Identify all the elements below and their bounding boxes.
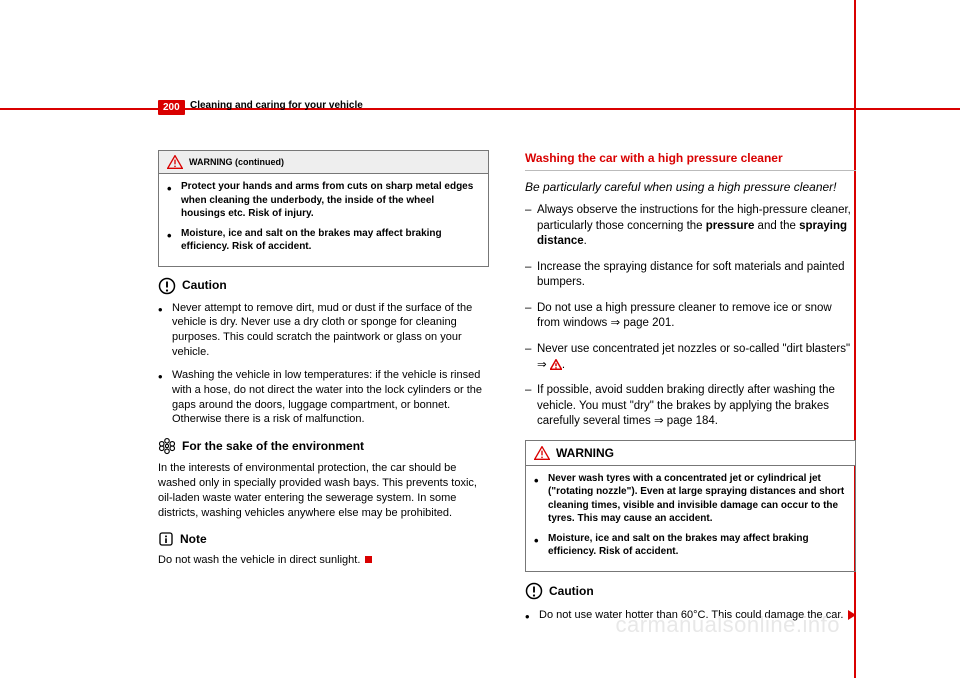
environment-title: For the sake of the environment [182, 438, 364, 454]
environment-body: In the interests of environmental protec… [158, 461, 489, 520]
text: . [715, 415, 718, 427]
text: Never use concentrated jet nozzles or so… [537, 343, 850, 355]
warning-title: WARNING [556, 445, 614, 461]
warning-body: Never wash tyres with a concentrated jet… [526, 466, 855, 571]
content-columns: WARNING (continued) Protect your hands a… [158, 150, 856, 620]
column-right: Washing the car with a high pressure cle… [525, 150, 856, 620]
subsection-lede: Be particularly careful when using a hig… [525, 179, 856, 195]
page-number-badge: 200 [158, 100, 185, 115]
caution-head: Caution [158, 277, 489, 295]
warning-item: Never wash tyres with a concentrated jet… [534, 472, 847, 526]
end-of-section-icon [365, 556, 372, 563]
list-item: If possible, avoid sudden braking direct… [525, 383, 856, 430]
page: 200 Cleaning and caring for your vehicle… [0, 0, 960, 678]
instruction-list: Always observe the instructions for the … [525, 203, 856, 429]
warning-continued-box: WARNING (continued) Protect your hands a… [158, 150, 489, 267]
note-body: Do not wash the vehicle in direct sunlig… [158, 553, 489, 568]
cross-ref-arrow: ⇒ [537, 359, 550, 371]
note-text: Do not wash the vehicle in direct sunlig… [158, 554, 360, 566]
caution-icon [525, 582, 543, 600]
note-title: Note [180, 531, 207, 547]
list-item: Always observe the instructions for the … [525, 203, 856, 250]
warning-continued-item: Protect your hands and arms from cuts on… [167, 180, 480, 221]
watermark: carmanualsonline.info [615, 612, 840, 638]
caution-title: Caution [549, 583, 594, 599]
warning-continued-body: Protect your hands and arms from cuts on… [159, 174, 488, 266]
caution-icon [158, 277, 176, 295]
warning-head: WARNING [526, 441, 855, 466]
list-item: Increase the spraying distance for soft … [525, 260, 856, 291]
caution-item: Washing the vehicle in low temperatures:… [158, 368, 489, 427]
flower-icon [158, 437, 176, 455]
text: Do not use a high pressure cleaner to re… [537, 302, 832, 330]
warning-continued-item: Moisture, ice and salt on the brakes may… [167, 227, 480, 254]
page-header: Cleaning and caring for your vehicle [190, 100, 363, 111]
text: and the [754, 220, 799, 232]
warning-triangle-icon [534, 446, 550, 460]
cross-ref: ⇒ page 184 [654, 415, 715, 427]
text: . [671, 317, 674, 329]
warning-box: WARNING Never wash tyres with a concentr… [525, 440, 856, 572]
continue-arrow-icon [848, 610, 856, 620]
text: . [562, 359, 565, 371]
info-icon [158, 531, 174, 547]
warning-triangle-icon [167, 155, 183, 169]
note-head: Note [158, 531, 489, 547]
top-rule [0, 108, 960, 110]
warning-triangle-icon [550, 359, 562, 370]
caution-title: Caution [182, 277, 227, 293]
text-bold: pressure [706, 220, 755, 232]
column-left: WARNING (continued) Protect your hands a… [158, 150, 489, 620]
warning-continued-head: WARNING (continued) [159, 151, 488, 174]
caution-item: Never attempt to remove dirt, mud or dus… [158, 301, 489, 360]
caution-head: Caution [525, 582, 856, 600]
subsection-title: Washing the car with a high pressure cle… [525, 150, 856, 171]
cross-ref: ⇒ page 201 [611, 317, 672, 329]
list-item: Never use concentrated jet nozzles or so… [525, 342, 856, 373]
text: . [584, 235, 587, 247]
warning-continued-title: WARNING (continued) [189, 156, 284, 168]
warning-item: Moisture, ice and salt on the brakes may… [534, 532, 847, 559]
list-item: Do not use a high pressure cleaner to re… [525, 301, 856, 332]
environment-head: For the sake of the environment [158, 437, 489, 455]
